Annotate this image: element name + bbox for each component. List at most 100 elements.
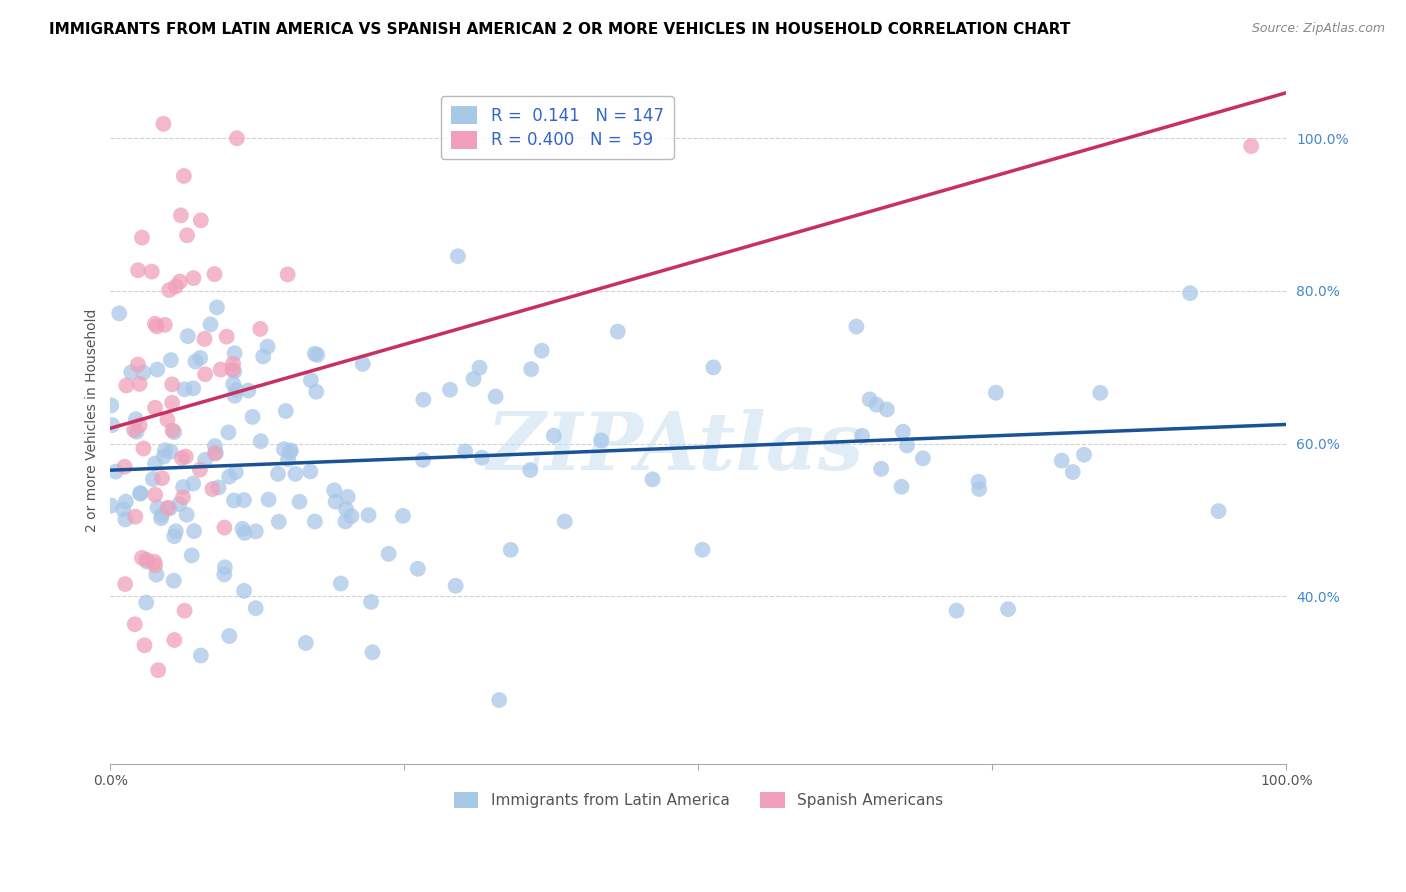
Point xyxy=(335,515,357,529)
Point xyxy=(352,357,374,371)
Point xyxy=(173,383,195,397)
Point xyxy=(157,283,180,297)
Point xyxy=(131,230,153,244)
Point xyxy=(997,602,1019,616)
Point xyxy=(323,483,346,498)
Point xyxy=(945,604,967,618)
Point xyxy=(143,317,166,331)
Point xyxy=(194,452,217,467)
Point xyxy=(447,249,470,263)
Point xyxy=(357,508,380,522)
Point xyxy=(606,325,628,339)
Point xyxy=(865,398,887,412)
Point xyxy=(463,372,485,386)
Point xyxy=(233,525,256,540)
Point xyxy=(304,515,326,529)
Point xyxy=(377,547,399,561)
Point xyxy=(201,482,224,496)
Point xyxy=(273,442,295,457)
Point xyxy=(468,360,491,375)
Point xyxy=(183,271,205,285)
Point xyxy=(1090,385,1112,400)
Point xyxy=(156,412,179,426)
Point xyxy=(221,363,243,377)
Point xyxy=(207,480,229,494)
Point xyxy=(129,486,152,500)
Point xyxy=(222,357,245,371)
Point xyxy=(104,465,127,479)
Point xyxy=(280,443,302,458)
Point xyxy=(984,385,1007,400)
Point xyxy=(204,439,226,453)
Point xyxy=(122,423,145,437)
Point xyxy=(471,450,494,465)
Text: IMMIGRANTS FROM LATIN AMERICA VS SPANISH AMERICAN 2 OR MORE VEHICLES IN HOUSEHOL: IMMIGRANTS FROM LATIN AMERICA VS SPANISH… xyxy=(49,22,1070,37)
Point xyxy=(252,350,274,364)
Point xyxy=(160,395,183,409)
Point xyxy=(299,373,322,387)
Point xyxy=(162,424,184,438)
Point xyxy=(851,429,873,443)
Point xyxy=(233,583,256,598)
Point xyxy=(205,446,228,460)
Point xyxy=(124,509,146,524)
Point xyxy=(692,542,714,557)
Point xyxy=(214,567,236,582)
Point xyxy=(132,442,155,456)
Point xyxy=(100,499,122,513)
Point xyxy=(209,362,232,376)
Point xyxy=(112,502,135,516)
Point xyxy=(153,443,176,458)
Point xyxy=(143,555,166,569)
Point xyxy=(159,501,181,516)
Point xyxy=(1178,286,1201,301)
Point xyxy=(307,348,329,362)
Point xyxy=(214,560,236,574)
Point xyxy=(530,343,553,358)
Point xyxy=(152,450,174,464)
Point xyxy=(132,366,155,380)
Point xyxy=(205,301,228,315)
Point xyxy=(225,131,247,145)
Point xyxy=(870,462,893,476)
Point xyxy=(176,508,198,522)
Point xyxy=(114,459,136,474)
Point xyxy=(173,169,195,183)
Point xyxy=(911,451,934,466)
Point xyxy=(444,579,467,593)
Point xyxy=(256,340,278,354)
Point xyxy=(890,480,912,494)
Point xyxy=(150,508,173,522)
Point xyxy=(143,457,166,471)
Point xyxy=(412,392,434,407)
Point xyxy=(174,450,197,464)
Point xyxy=(1073,448,1095,462)
Point xyxy=(146,319,169,334)
Point xyxy=(891,425,914,439)
Point xyxy=(153,318,176,332)
Point xyxy=(190,648,212,663)
Point xyxy=(146,362,169,376)
Point xyxy=(169,275,191,289)
Point xyxy=(224,364,246,378)
Point xyxy=(135,553,157,567)
Point xyxy=(554,515,576,529)
Point xyxy=(484,390,506,404)
Point xyxy=(702,360,724,375)
Point xyxy=(277,452,299,467)
Point xyxy=(214,520,236,534)
Point xyxy=(114,577,136,591)
Point xyxy=(204,267,226,281)
Point xyxy=(278,445,301,459)
Point xyxy=(329,576,352,591)
Point xyxy=(125,412,148,426)
Point xyxy=(1208,504,1230,518)
Point xyxy=(150,471,173,485)
Point xyxy=(335,502,357,516)
Point xyxy=(127,263,149,277)
Point xyxy=(288,494,311,508)
Point xyxy=(967,482,990,496)
Point xyxy=(170,208,193,222)
Point xyxy=(215,329,238,343)
Point xyxy=(392,508,415,523)
